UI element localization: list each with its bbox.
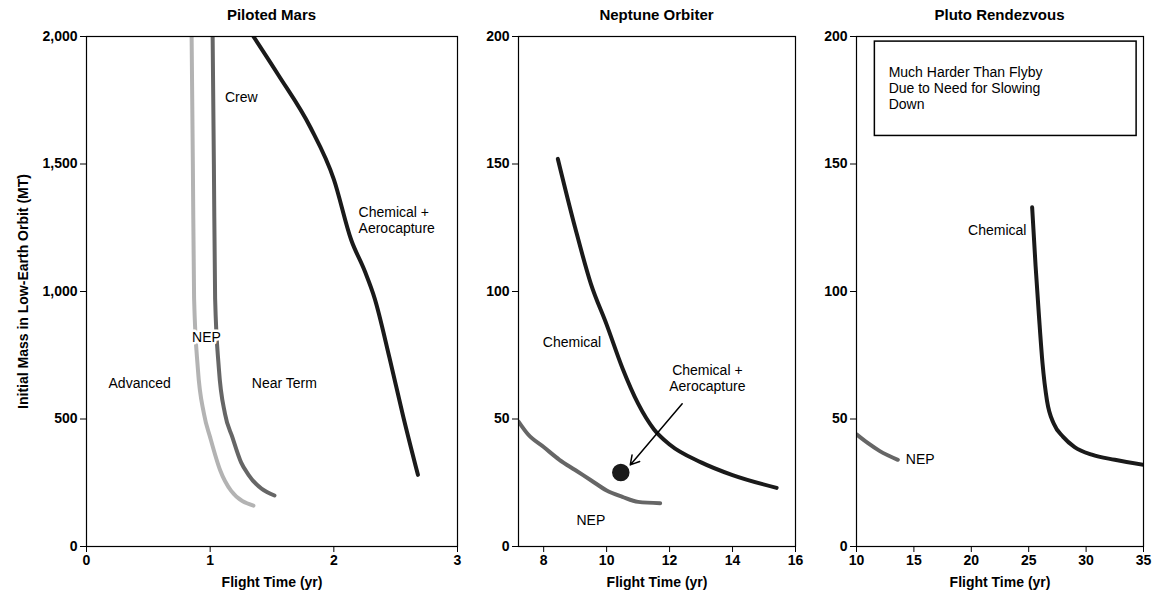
svg-text:Flight Time (yr): Flight Time (yr): [950, 574, 1051, 590]
svg-text:Advanced: Advanced: [109, 375, 171, 391]
svg-text:0: 0: [502, 538, 510, 554]
svg-text:50: 50: [832, 410, 848, 426]
svg-text:150: 150: [824, 155, 848, 171]
svg-text:12: 12: [662, 552, 678, 568]
svg-text:10: 10: [599, 552, 615, 568]
svg-text:10: 10: [849, 552, 865, 568]
svg-text:15: 15: [906, 552, 922, 568]
svg-text:100: 100: [824, 283, 848, 299]
svg-text:Flight Time (yr): Flight Time (yr): [607, 574, 708, 590]
svg-text:Much Harder Than FlybyDue to N: Much Harder Than FlybyDue to Need for Sl…: [889, 64, 1043, 112]
svg-text:200: 200: [486, 28, 510, 44]
svg-text:NEP: NEP: [576, 512, 605, 528]
svg-text:25: 25: [1021, 552, 1037, 568]
svg-text:3: 3: [454, 552, 462, 568]
svg-text:1: 1: [206, 552, 214, 568]
svg-text:Chemical +Aerocapture: Chemical +Aerocapture: [359, 204, 435, 236]
svg-text:16: 16: [788, 552, 804, 568]
svg-text:150: 150: [486, 155, 510, 171]
svg-text:2,000: 2,000: [42, 28, 77, 44]
svg-text:0: 0: [83, 552, 91, 568]
svg-text:30: 30: [1078, 552, 1094, 568]
svg-text:NEP: NEP: [906, 451, 935, 467]
svg-text:100: 100: [486, 283, 510, 299]
svg-text:0: 0: [70, 538, 78, 554]
svg-text:1,000: 1,000: [42, 283, 77, 299]
svg-text:20: 20: [964, 552, 980, 568]
html-text:Neptune Orbiter: Neptune Orbiter: [599, 6, 714, 23]
html-text:Pluto Rendezvous: Pluto Rendezvous: [934, 6, 1065, 23]
svg-text:Initial Mass in Low-Earth Orbi: Initial Mass in Low-Earth Orbit (MT): [15, 174, 31, 409]
svg-text:8: 8: [540, 552, 548, 568]
svg-text:200: 200: [824, 28, 848, 44]
svg-text:500: 500: [54, 410, 78, 426]
svg-text:14: 14: [725, 552, 741, 568]
svg-text:35: 35: [1136, 552, 1152, 568]
svg-text:Chemical: Chemical: [968, 222, 1026, 238]
svg-text:Crew: Crew: [225, 89, 259, 105]
svg-text:NEP: NEP: [192, 329, 221, 345]
svg-text:0: 0: [840, 538, 848, 554]
svg-text:2: 2: [330, 552, 338, 568]
svg-text:1,500: 1,500: [42, 155, 77, 171]
svg-text:50: 50: [494, 410, 510, 426]
svg-text:Chemical: Chemical: [543, 334, 601, 350]
svg-text:Near Term: Near Term: [252, 375, 317, 391]
svg-text:Flight Time (yr): Flight Time (yr): [222, 574, 323, 590]
svg-text:Chemical +Aerocapture: Chemical +Aerocapture: [669, 362, 745, 394]
html-text:Piloted Mars: Piloted Mars: [226, 6, 317, 23]
